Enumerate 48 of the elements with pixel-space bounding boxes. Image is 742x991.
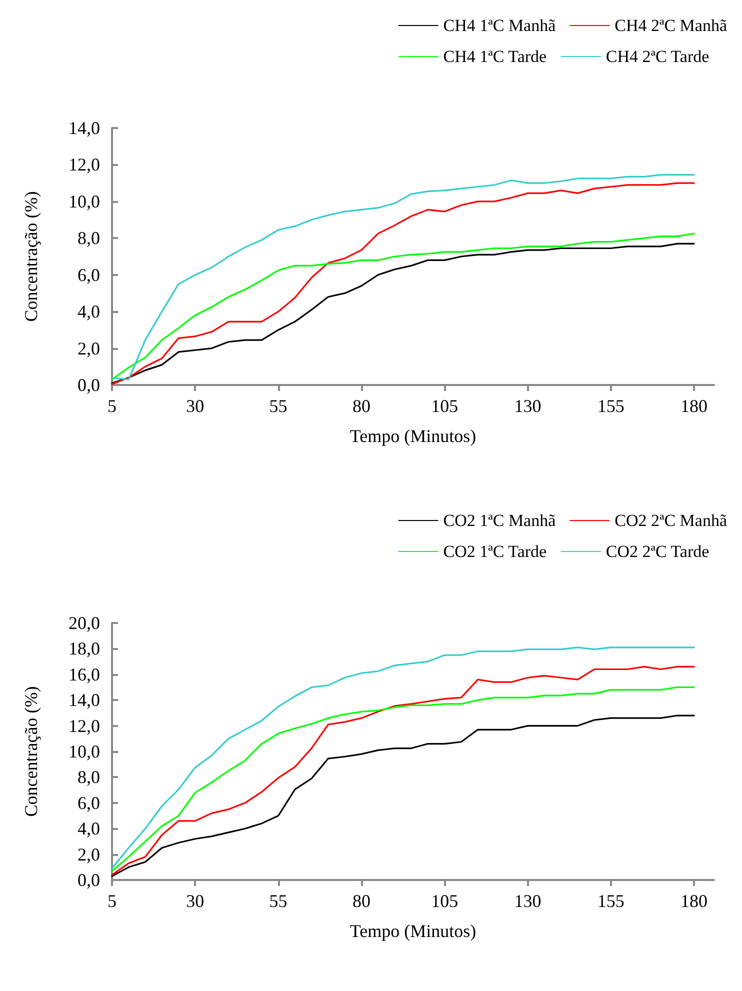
x-tick-label: 180	[680, 891, 708, 911]
y-tick-label: 10,0	[68, 191, 100, 212]
y-tick-label: 8,0	[78, 767, 100, 788]
y-tick-label: 20,0	[68, 613, 100, 633]
x-axis-title: Tempo (Minutos)	[350, 426, 476, 446]
legend-label: CO2 1ªC Tarde	[443, 542, 547, 561]
x-tick-label: 105	[431, 396, 458, 416]
y-tick-label: 6,0	[78, 792, 100, 813]
legend-label: CH4 2ªC Tarde	[606, 47, 710, 66]
x-tick-label: 130	[514, 396, 542, 416]
y-tick-label: 14,0	[68, 690, 100, 710]
x-tick-label: 55	[269, 396, 288, 416]
legend-label: CO2 2ªC Tarde	[606, 542, 710, 561]
y-tick-label: 4,0	[78, 302, 100, 322]
y-tick-label: 0,0	[78, 375, 100, 395]
x-tick-label: 30	[186, 891, 204, 911]
x-tick-label: 130	[514, 891, 542, 911]
y-axis-title: Concentração (%)	[21, 686, 41, 817]
x-tick-label: 105	[431, 891, 458, 911]
x-axis-title: Tempo (Minutos)	[350, 921, 476, 941]
legend-label: CH4 1ªC Manhã	[443, 16, 556, 35]
x-tick-label: 5	[108, 891, 116, 911]
y-axis-title: Concentração (%)	[21, 191, 41, 322]
legend-label: CO2 1ªC Manhã	[443, 511, 556, 530]
x-tick-label: 155	[597, 891, 624, 911]
y-tick-label: 6,0	[78, 264, 100, 285]
x-tick-label: 30	[186, 396, 204, 416]
y-tick-label: 12,0	[68, 154, 100, 175]
y-tick-label: 4,0	[78, 818, 100, 839]
x-tick-label: 155	[597, 396, 624, 416]
y-tick-label: 10,0	[68, 742, 100, 762]
y-tick-label: 0,0	[78, 870, 100, 890]
x-tick-label: 80	[352, 396, 370, 416]
x-tick-label: 180	[680, 396, 708, 416]
y-tick-label: 2,0	[78, 844, 100, 864]
y-tick-label: 12,0	[68, 716, 100, 736]
y-tick-label: 14,0	[68, 118, 100, 138]
x-tick-label: 5	[108, 396, 116, 416]
y-tick-label: 16,0	[68, 664, 100, 684]
legend-label: CH4 2ªC Manhã	[614, 16, 728, 35]
y-tick-label: 8,0	[78, 228, 100, 248]
line-series	[111, 714, 695, 877]
y-tick-label: 18,0	[68, 638, 100, 659]
y-tick-label: 2,0	[78, 338, 100, 358]
legend-label: CO2 2ªC Manhã	[614, 511, 728, 530]
x-tick-label: 80	[352, 891, 370, 911]
legend-label: CH4 1ªC Tarde	[443, 47, 547, 66]
x-tick-label: 55	[269, 891, 288, 911]
